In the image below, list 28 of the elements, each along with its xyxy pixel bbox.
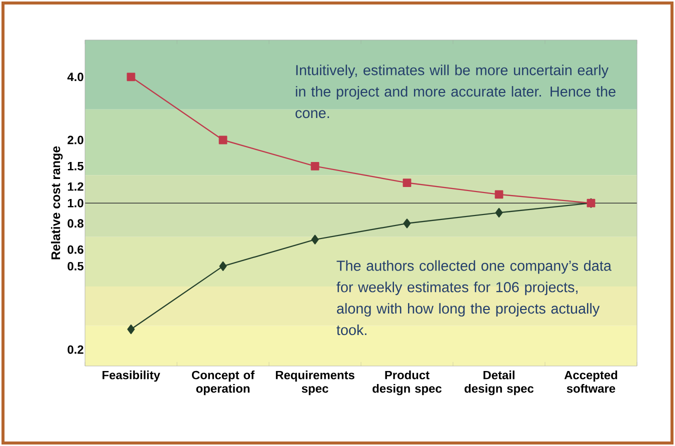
y-tick-label: 0.6	[68, 245, 84, 254]
point	[494, 190, 504, 199]
y-tick-label: 0.8	[68, 219, 84, 228]
y-tick-label: 2.0	[68, 136, 84, 144]
x-tick-label: Detail design spec	[464, 370, 534, 396]
annotation: The authors collected one company’s data for weekly estimates for 106 projects, along with how long the projects actually took.	[336, 260, 612, 336]
y-tick-label: 1.2	[68, 182, 84, 191]
y-tick-label: 1.5	[68, 162, 84, 170]
point	[495, 208, 503, 218]
point	[127, 324, 135, 334]
point	[218, 136, 228, 144]
y-axis-title: Relative cost range	[51, 146, 63, 260]
x-tick-label: Requirements spec	[276, 370, 354, 396]
y-tick-label: 0.5	[68, 262, 84, 270]
point	[219, 261, 227, 271]
point	[402, 178, 412, 187]
point	[310, 162, 320, 170]
x-tick-label: Product design spec	[372, 370, 442, 396]
point	[126, 72, 136, 82]
y-tick-label: 4.0	[67, 72, 84, 82]
y-tick-label: 1.0	[68, 198, 84, 208]
x-tick-label: Concept of operation	[192, 370, 255, 396]
annotation: Intuitively, estimates will be more uncertain early in the project and more accurate later. Hence the cone.	[296, 64, 616, 118]
x-tick-label: Accepted software	[564, 370, 618, 393]
point	[403, 218, 411, 228]
y-tick-label: 0.2	[68, 345, 84, 354]
point	[311, 234, 319, 244]
x-tick-label: Feasibility	[102, 370, 160, 382]
